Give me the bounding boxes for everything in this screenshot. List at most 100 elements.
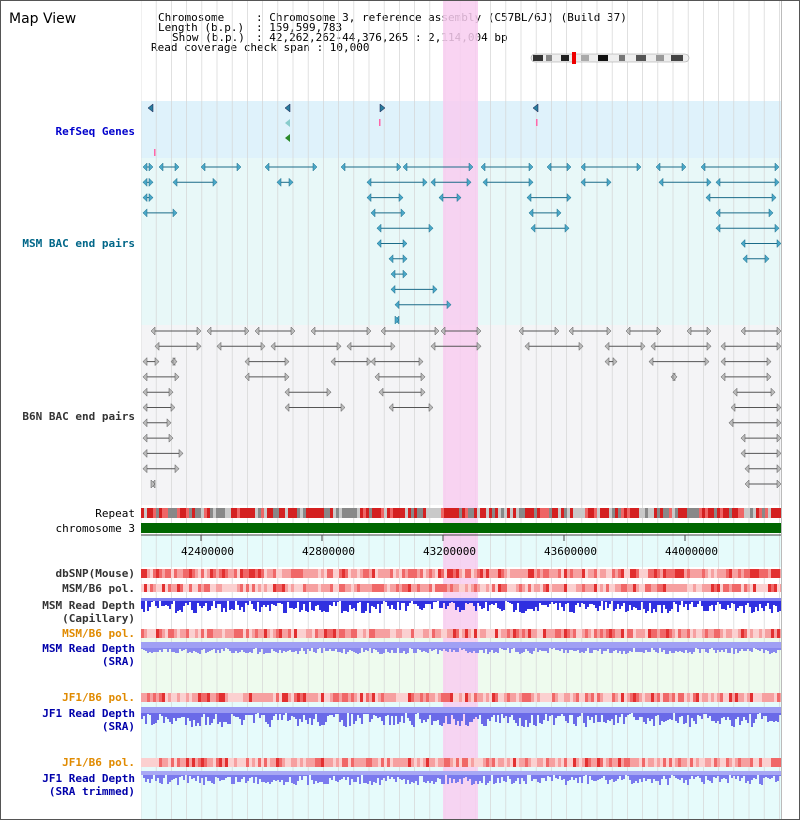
jf1-pol-heat-strip[interactable] <box>141 693 781 702</box>
heat-cell <box>465 758 468 767</box>
heat-cell <box>213 629 216 638</box>
track-label-repeat[interactable]: Repeat <box>95 507 135 520</box>
depth-bar <box>411 775 413 782</box>
bac-end-marker <box>170 402 176 413</box>
heat-cell <box>252 569 255 578</box>
heat-cell <box>528 758 531 767</box>
refseq-gene-track[interactable] <box>147 103 539 156</box>
heat-cell <box>657 629 660 638</box>
repeat-block <box>300 508 303 518</box>
heat-cell <box>312 584 315 592</box>
gene-marker[interactable] <box>379 103 386 113</box>
msm-bac-track[interactable] <box>142 162 781 325</box>
heat-cell <box>369 693 372 702</box>
track-label-b6n-bac[interactable]: B6N BAC end pairs <box>22 410 135 423</box>
bac-end-marker <box>742 254 748 264</box>
depth-bar <box>509 648 511 653</box>
depth-bar <box>201 775 203 778</box>
heat-cell <box>558 693 561 702</box>
track-label-jf1-pol-2[interactable]: JF1/B6 pol. <box>62 756 135 769</box>
gene-marker[interactable] <box>285 134 290 142</box>
depth-bar <box>369 601 371 613</box>
heat-cell <box>588 693 591 702</box>
gene-marker[interactable] <box>285 119 290 127</box>
heat-cell <box>288 758 291 767</box>
heat-cell <box>255 584 258 592</box>
jf1-depth-sra-bars[interactable] <box>141 707 781 727</box>
heat-cell <box>624 629 627 638</box>
heat-cell <box>285 629 288 638</box>
depth-bar <box>705 775 707 776</box>
depth-bar <box>759 648 761 651</box>
chromosome-ideogram[interactable] <box>530 52 690 64</box>
gene-marker[interactable] <box>147 103 154 113</box>
track-label-dbsnp[interactable]: dbSNP(Mouse) <box>55 567 135 580</box>
depth-bar <box>455 713 457 725</box>
bac-end-marker <box>422 177 428 187</box>
heat-cell <box>762 569 765 578</box>
depth-bar <box>321 601 323 612</box>
depth-bar <box>775 713 777 721</box>
track-label-msm-depth-sra[interactable]: MSM Read Depth <box>42 642 135 655</box>
heat-cell <box>768 693 771 702</box>
depth-bar <box>161 713 163 716</box>
track-label-msm-pol[interactable]: MSM/B6 pol. <box>62 582 135 595</box>
depth-bar <box>329 713 331 715</box>
track-label-msm-bac[interactable]: MSM BAC end pairs <box>22 237 135 250</box>
msm-depth-sra-bars[interactable] <box>141 642 781 654</box>
bac-end-marker <box>776 479 781 489</box>
depth-bar <box>297 648 299 654</box>
heat-cell <box>336 569 339 578</box>
depth-bar <box>637 601 639 610</box>
b6n-bac-track[interactable] <box>142 326 781 489</box>
depth-bar <box>383 713 385 725</box>
repeat-track[interactable] <box>141 508 781 518</box>
axis-tick-label: 43600000 <box>544 545 597 558</box>
jf1-pol-heat-strip-2[interactable] <box>141 758 781 767</box>
repeat-block <box>708 508 711 518</box>
heat-cell <box>150 569 153 578</box>
track-label-refseq[interactable]: RefSeq Genes <box>55 125 135 138</box>
heat-cell <box>147 693 150 702</box>
msm-depth-capillary-bars[interactable] <box>141 598 781 613</box>
depth-bar <box>163 648 165 649</box>
genome-track-canvas[interactable]: 42400000 42800000 43200000 43600000 4400… <box>141 1 781 819</box>
gene-marker[interactable] <box>532 103 539 113</box>
msm-pol-heat-strip[interactable] <box>141 584 781 592</box>
msm-pol-sra-heat-strip[interactable] <box>141 629 781 638</box>
depth-bar <box>247 648 249 653</box>
heat-cell <box>168 758 171 767</box>
heat-cell <box>537 693 540 702</box>
depth-bar <box>269 713 271 727</box>
repeat-block <box>717 508 720 518</box>
depth-bar <box>467 601 469 604</box>
track-label-msm-pol-sra[interactable]: MSM/B6 pol. <box>62 627 135 640</box>
bac-end-marker <box>260 341 266 351</box>
depth-bar <box>769 713 771 721</box>
depth-bar <box>403 775 405 779</box>
track-label-msm-depth-cap[interactable]: MSM Read Depth <box>42 599 135 612</box>
heat-cell <box>402 629 405 638</box>
depth-bar <box>225 775 227 778</box>
dbsnp-heat-strip[interactable] <box>141 569 781 578</box>
depth-bar <box>425 648 427 652</box>
chromosome-band[interactable] <box>141 523 781 533</box>
bac-end-marker <box>706 326 712 336</box>
track-label-jf1-depth[interactable]: JF1 Read Depth <box>42 707 135 720</box>
track-label-jf1-trimmed[interactable]: JF1 Read Depth <box>42 772 135 785</box>
jf1-depth-trimmed-bars[interactable] <box>141 771 781 785</box>
track-label-chromosome[interactable]: chromosome 3 <box>55 522 135 535</box>
heat-cell <box>273 758 276 767</box>
heat-cell <box>321 693 324 702</box>
depth-bar <box>677 775 679 779</box>
track-label-jf1-pol[interactable]: JF1/B6 pol. <box>62 691 135 704</box>
depth-bar <box>763 648 765 653</box>
bac-end-marker <box>330 356 336 367</box>
repeat-block <box>537 508 540 518</box>
heat-cell <box>411 629 414 638</box>
gene-marker[interactable] <box>284 103 291 113</box>
selection-highlight[interactable] <box>443 1 478 819</box>
heat-cell <box>774 569 777 578</box>
heat-cell <box>384 693 387 702</box>
depth-bar <box>263 648 265 654</box>
